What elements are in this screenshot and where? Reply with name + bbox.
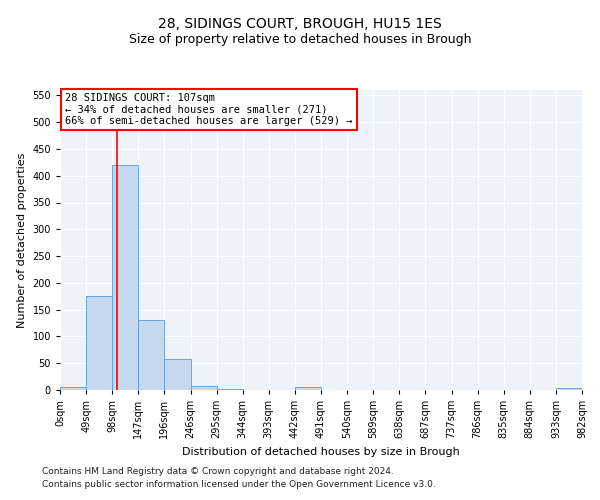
Text: 28 SIDINGS COURT: 107sqm
← 34% of detached houses are smaller (271)
66% of semi-: 28 SIDINGS COURT: 107sqm ← 34% of detach… — [65, 93, 353, 126]
Bar — [164, 360, 191, 390]
Text: Contains HM Land Registry data © Crown copyright and database right 2024.: Contains HM Land Registry data © Crown c… — [42, 467, 394, 476]
Text: Contains public sector information licensed under the Open Government Licence v3: Contains public sector information licen… — [42, 480, 436, 489]
Bar — [60, 388, 86, 390]
Text: 28, SIDINGS COURT, BROUGH, HU15 1ES: 28, SIDINGS COURT, BROUGH, HU15 1ES — [158, 18, 442, 32]
Bar — [139, 320, 164, 390]
Text: Size of property relative to detached houses in Brough: Size of property relative to detached ho… — [129, 32, 471, 46]
X-axis label: Distribution of detached houses by size in Brough: Distribution of detached houses by size … — [182, 446, 460, 456]
Bar — [86, 296, 112, 390]
Bar — [112, 165, 139, 390]
Bar — [295, 388, 321, 390]
Bar — [217, 389, 243, 390]
Bar — [556, 388, 582, 390]
Bar — [191, 386, 217, 390]
Y-axis label: Number of detached properties: Number of detached properties — [17, 152, 27, 328]
